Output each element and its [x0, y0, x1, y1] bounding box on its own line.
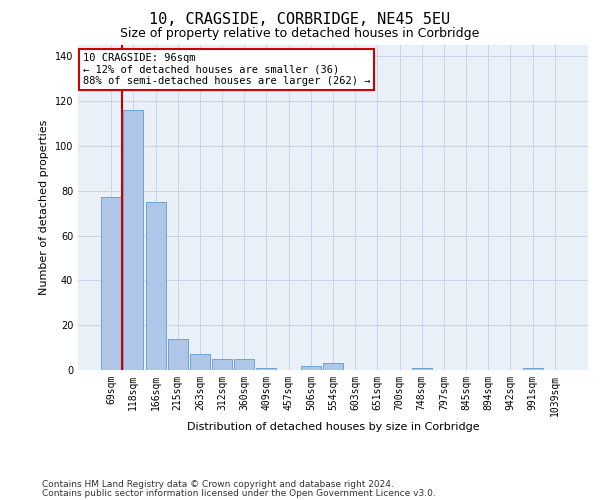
X-axis label: Distribution of detached houses by size in Corbridge: Distribution of detached houses by size …: [187, 422, 479, 432]
Bar: [124, 110, 143, 370]
Text: 10 CRAGSIDE: 96sqm
← 12% of detached houses are smaller (36)
88% of semi-detache: 10 CRAGSIDE: 96sqm ← 12% of detached hou…: [83, 53, 371, 86]
Text: Contains public sector information licensed under the Open Government Licence v3: Contains public sector information licen…: [42, 489, 436, 498]
Y-axis label: Number of detached properties: Number of detached properties: [39, 120, 49, 295]
Bar: [301, 366, 321, 370]
Bar: [146, 202, 166, 370]
Bar: [101, 198, 121, 370]
Bar: [523, 368, 542, 370]
Text: Size of property relative to detached houses in Corbridge: Size of property relative to detached ho…: [121, 28, 479, 40]
Bar: [412, 368, 432, 370]
Bar: [256, 368, 277, 370]
Text: 10, CRAGSIDE, CORBRIDGE, NE45 5EU: 10, CRAGSIDE, CORBRIDGE, NE45 5EU: [149, 12, 451, 28]
Bar: [323, 364, 343, 370]
Bar: [212, 359, 232, 370]
Bar: [190, 354, 210, 370]
Text: Contains HM Land Registry data © Crown copyright and database right 2024.: Contains HM Land Registry data © Crown c…: [42, 480, 394, 489]
Bar: [168, 338, 188, 370]
Bar: [234, 359, 254, 370]
